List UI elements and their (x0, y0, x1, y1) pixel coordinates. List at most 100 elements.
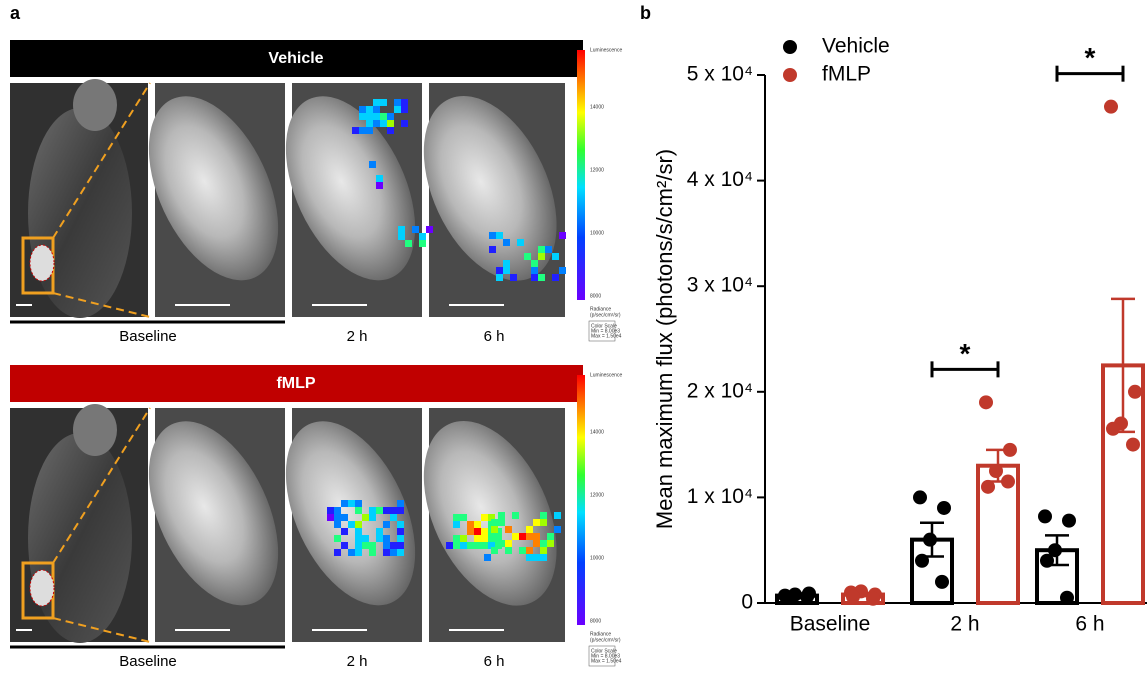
data-point (1104, 100, 1118, 114)
heat-pixel (334, 535, 341, 542)
heat-pixel (334, 521, 341, 528)
heat-pixel (488, 535, 495, 542)
heat-pixel (519, 547, 526, 554)
heat-pixel (352, 127, 359, 134)
heat-pixel (387, 113, 394, 120)
legend-marker (783, 40, 797, 54)
heat-pixel (369, 507, 376, 514)
heat-pixel (453, 521, 460, 528)
heat-pixel (533, 540, 540, 547)
color-bar (577, 375, 585, 625)
roi (30, 245, 54, 281)
legend-label: fMLP (822, 63, 871, 86)
heat-pixel (446, 542, 453, 549)
data-point (981, 480, 995, 494)
data-point (923, 533, 937, 547)
heat-pixel (390, 542, 397, 549)
heat-pixel (538, 246, 545, 253)
heat-pixel (397, 528, 404, 535)
sig-mark: * (960, 338, 971, 369)
data-point (913, 490, 927, 504)
heat-pixel (545, 246, 552, 253)
x-tick-label: Baseline (790, 613, 871, 636)
data-point (866, 592, 880, 606)
mouse-head (73, 79, 117, 131)
heat-pixel (559, 232, 566, 239)
heat-pixel (376, 182, 383, 189)
heat-pixel (390, 514, 397, 521)
heat-pixel (390, 549, 397, 556)
y-tick-label: 5 x 10⁴ (687, 63, 753, 86)
heat-pixel (491, 526, 498, 533)
y-axis-label: Mean maximum flux (photons/s/cm²/sr) (652, 149, 677, 529)
data-point (1001, 475, 1015, 489)
heat-pixel (341, 528, 348, 535)
heat-pixel (526, 533, 533, 540)
panel-label: b (640, 3, 651, 23)
heat-pixel (540, 519, 547, 526)
heat-pixel (401, 120, 408, 127)
heat-pixel (526, 526, 533, 533)
data-point (1003, 443, 1017, 457)
y-tick-label: 2 x 10⁴ (687, 379, 753, 402)
heat-pixel (467, 542, 474, 549)
heat-pixel (397, 542, 404, 549)
y-tick-label: 4 x 10⁴ (687, 168, 753, 191)
heat-pixel (373, 120, 380, 127)
heat-pixel (526, 554, 533, 561)
heat-pixel (355, 507, 362, 514)
heat-pixel (496, 267, 503, 274)
heat-pixel (359, 113, 366, 120)
sig-mark: * (1085, 42, 1096, 73)
heat-pixel (474, 521, 481, 528)
legend-marker (783, 68, 797, 82)
heat-pixel (552, 274, 559, 281)
color-bar (577, 50, 585, 300)
heat-pixel (419, 233, 426, 240)
heat-pixel (327, 507, 334, 514)
heat-pixel (401, 99, 408, 106)
heat-pixel (397, 500, 404, 507)
data-point (1106, 422, 1120, 436)
heat-pixel (369, 161, 376, 168)
heat-pixel (554, 526, 561, 533)
heat-pixel (355, 521, 362, 528)
heat-pixel (419, 240, 426, 247)
data-point (1126, 438, 1140, 452)
heat-pixel (383, 521, 390, 528)
heat-pixel (362, 514, 369, 521)
heat-pixel (484, 554, 491, 561)
heat-pixel (376, 528, 383, 535)
mouse-head (73, 404, 117, 456)
scale-title: Luminescence (590, 372, 622, 378)
heat-pixel (362, 542, 369, 549)
scale-tick: 14000 (590, 429, 604, 435)
heat-pixel (390, 507, 397, 514)
heat-pixel (512, 512, 519, 519)
heat-pixel (538, 274, 545, 281)
heat-pixel (481, 528, 488, 535)
heat-pixel (383, 535, 390, 542)
y-tick-label: 3 x 10⁴ (687, 274, 753, 297)
column-label: Baseline (119, 328, 177, 345)
column-label: Baseline (119, 653, 177, 670)
heat-pixel (533, 533, 540, 540)
heat-pixel (380, 120, 387, 127)
heat-pixel (383, 507, 390, 514)
heat-pixel (538, 253, 545, 260)
heat-pixel (327, 514, 334, 521)
heat-pixel (355, 535, 362, 542)
x-tick-label: 2 h (950, 613, 979, 636)
heat-pixel (533, 554, 540, 561)
data-point (1060, 591, 1074, 605)
heat-pixel (334, 507, 341, 514)
heat-pixel (387, 120, 394, 127)
heat-pixel (481, 542, 488, 549)
heat-pixel (380, 113, 387, 120)
y-tick-label: 0 (741, 591, 753, 614)
heat-pixel (505, 547, 512, 554)
heat-pixel (366, 106, 373, 113)
heat-pixel (394, 106, 401, 113)
heat-pixel (531, 274, 538, 281)
heat-pixel (348, 500, 355, 507)
